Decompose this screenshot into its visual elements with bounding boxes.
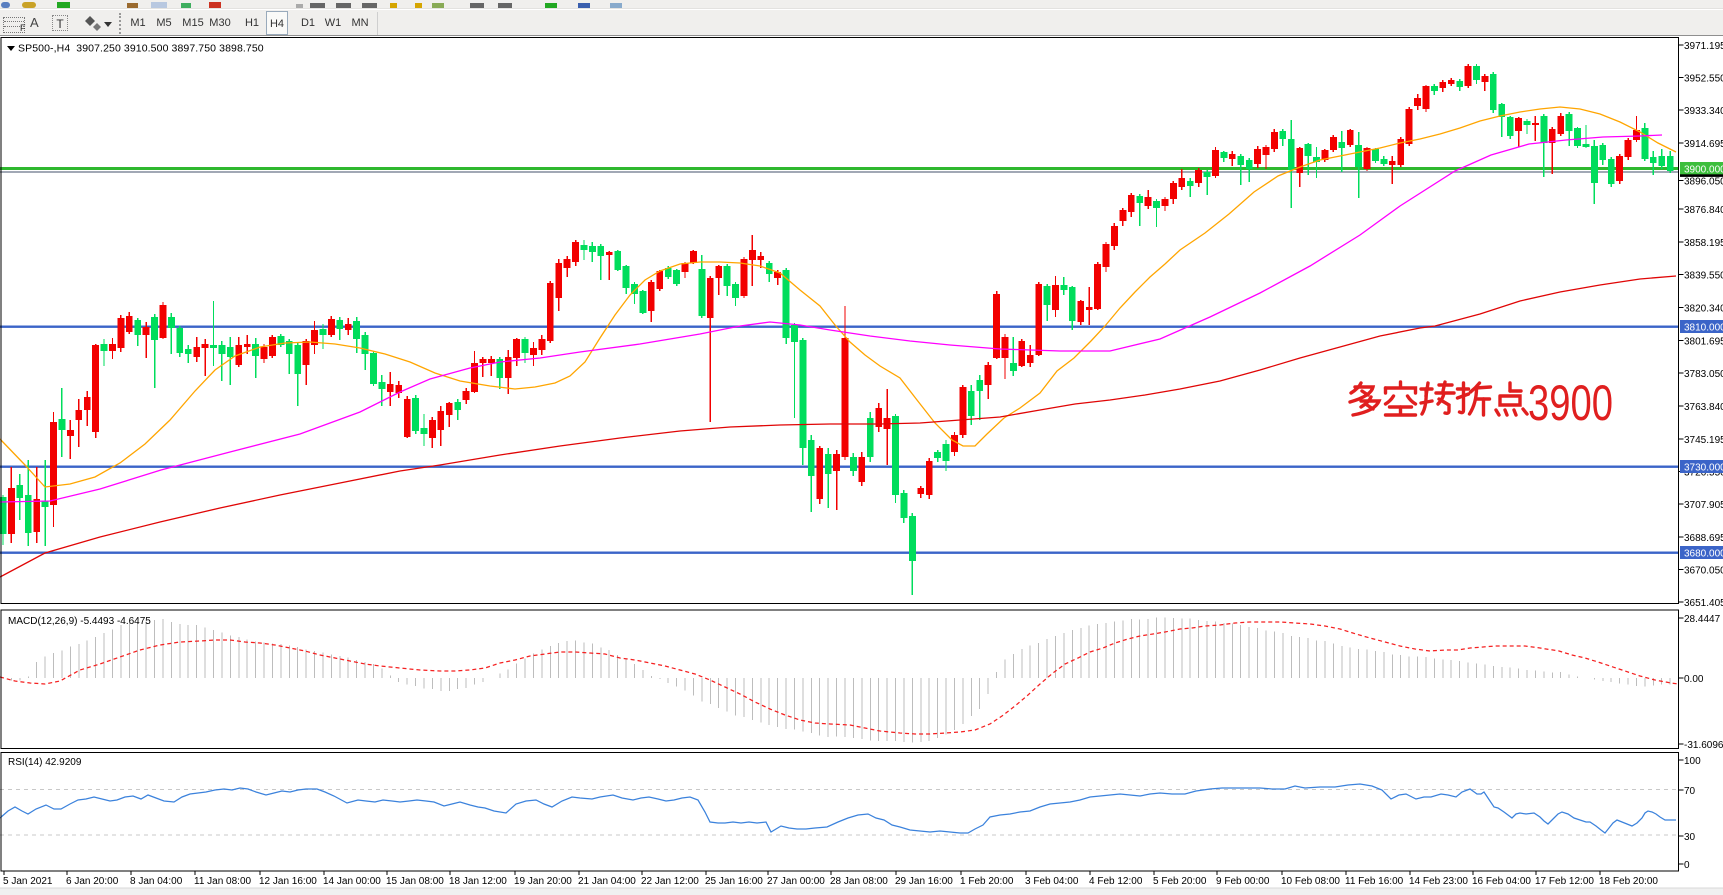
svg-text:1 Feb 20:00: 1 Feb 20:00: [960, 876, 1014, 887]
svg-text:3 Feb 04:00: 3 Feb 04:00: [1025, 876, 1079, 887]
svg-text:25 Jan 16:00: 25 Jan 16:00: [705, 876, 763, 887]
svg-text:30: 30: [1684, 832, 1696, 843]
svg-text:3801.695: 3801.695: [1684, 337, 1723, 348]
svg-text:9 Feb 00:00: 9 Feb 00:00: [1216, 876, 1270, 887]
svg-text:3688.695: 3688.695: [1684, 533, 1723, 544]
svg-text:11 Jan 08:00: 11 Jan 08:00: [194, 876, 252, 887]
svg-text:3900: 3900: [1528, 375, 1613, 431]
svg-text:SP500-,H4 3907.250 3910.500 3: SP500-,H4 3907.250 3910.500 3897.750 389…: [18, 43, 264, 55]
svg-text:3745.195: 3745.195: [1684, 435, 1723, 446]
svg-text:3933.340: 3933.340: [1684, 106, 1723, 117]
svg-text:14 Jan 00:00: 14 Jan 00:00: [323, 876, 381, 887]
svg-text:14 Feb 23:00: 14 Feb 23:00: [1409, 876, 1468, 887]
svg-text:3730.000: 3730.000: [1684, 463, 1723, 474]
svg-text:17 Feb 12:00: 17 Feb 12:00: [1535, 876, 1594, 887]
svg-text:3900.000: 3900.000: [1684, 165, 1723, 176]
svg-text:3763.840: 3763.840: [1684, 402, 1723, 413]
svg-text:3707.905: 3707.905: [1684, 500, 1723, 511]
svg-text:RSI(14) 42.9209: RSI(14) 42.9209: [8, 757, 82, 768]
svg-text:3971.195: 3971.195: [1684, 41, 1723, 52]
svg-text:19 Jan 20:00: 19 Jan 20:00: [514, 876, 572, 887]
svg-text:5 Feb 20:00: 5 Feb 20:00: [1153, 876, 1207, 887]
svg-text:27 Jan 00:00: 27 Jan 00:00: [767, 876, 825, 887]
svg-text:3839.550: 3839.550: [1684, 271, 1723, 282]
svg-text:0: 0: [1684, 860, 1690, 871]
svg-text:100: 100: [1684, 756, 1701, 767]
svg-text:5 Jan 2021: 5 Jan 2021: [3, 876, 53, 887]
svg-text:3858.195: 3858.195: [1684, 238, 1723, 249]
svg-text:10 Feb 08:00: 10 Feb 08:00: [1281, 876, 1340, 887]
svg-text:18 Feb 20:00: 18 Feb 20:00: [1599, 876, 1658, 887]
svg-text:3810.000: 3810.000: [1684, 323, 1723, 334]
svg-text:21 Jan 04:00: 21 Jan 04:00: [578, 876, 636, 887]
svg-text:3914.695: 3914.695: [1684, 139, 1723, 150]
svg-text:3651.405: 3651.405: [1684, 598, 1723, 609]
svg-text:3680.000: 3680.000: [1684, 549, 1723, 560]
svg-text:-31.6096: -31.6096: [1684, 740, 1723, 751]
svg-text:28 Jan 08:00: 28 Jan 08:00: [830, 876, 888, 887]
svg-text:3820.340: 3820.340: [1684, 304, 1723, 315]
svg-text:15 Jan 08:00: 15 Jan 08:00: [386, 876, 444, 887]
svg-text:3896.050: 3896.050: [1684, 177, 1723, 188]
svg-text:8 Jan 04:00: 8 Jan 04:00: [130, 876, 183, 887]
svg-text:29 Jan 16:00: 29 Jan 16:00: [895, 876, 953, 887]
svg-text:4 Feb 12:00: 4 Feb 12:00: [1089, 876, 1143, 887]
svg-text:3876.840: 3876.840: [1684, 205, 1723, 216]
svg-text:12 Jan 16:00: 12 Jan 16:00: [259, 876, 317, 887]
svg-text:22 Jan 12:00: 22 Jan 12:00: [641, 876, 699, 887]
svg-text:3783.050: 3783.050: [1684, 369, 1723, 380]
svg-text:MACD(12,26,9) -5.4493 -4.6475: MACD(12,26,9) -5.4493 -4.6475: [8, 616, 151, 627]
svg-text:70: 70: [1684, 786, 1696, 797]
svg-text:18 Jan 12:00: 18 Jan 12:00: [449, 876, 507, 887]
svg-text:6 Jan 20:00: 6 Jan 20:00: [66, 876, 119, 887]
svg-text:11 Feb 16:00: 11 Feb 16:00: [1345, 876, 1404, 887]
svg-text:3952.550: 3952.550: [1684, 74, 1723, 85]
svg-text:28.4447: 28.4447: [1684, 614, 1721, 625]
svg-text:0.00: 0.00: [1684, 674, 1704, 685]
svg-text:3670.050: 3670.050: [1684, 566, 1723, 577]
svg-text:16 Feb 04:00: 16 Feb 04:00: [1472, 876, 1531, 887]
